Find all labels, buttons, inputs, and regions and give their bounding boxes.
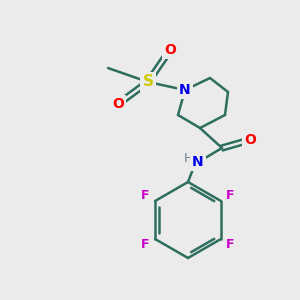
Text: H: H (183, 152, 193, 166)
Text: N: N (179, 83, 191, 97)
Text: F: F (226, 189, 235, 202)
Text: F: F (141, 189, 150, 202)
Text: N: N (192, 155, 204, 169)
Text: O: O (244, 133, 256, 147)
Text: F: F (226, 238, 235, 251)
Text: S: S (142, 74, 154, 89)
Text: O: O (164, 43, 176, 57)
Text: O: O (112, 97, 124, 111)
Text: F: F (141, 238, 150, 251)
